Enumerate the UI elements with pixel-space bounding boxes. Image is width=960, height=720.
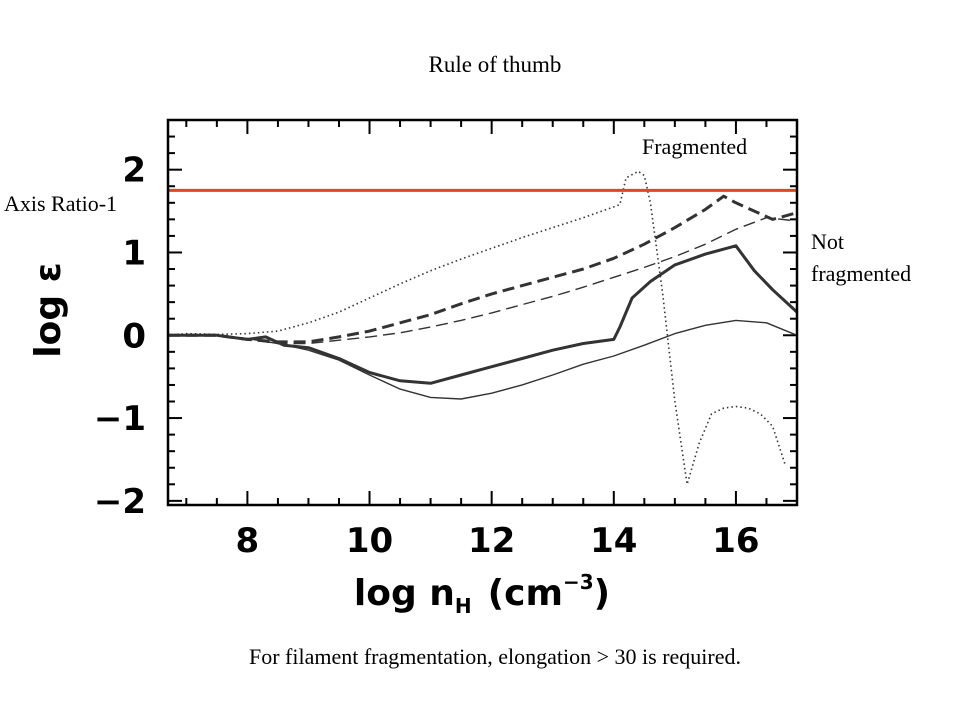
x-axis-label-exp: −3 [563,570,594,594]
series-line-dashed-thick [168,194,798,344]
caption: For filament fragmentation, elongation >… [248,644,741,669]
annotation-not-fragmented: Not fragmented [811,226,911,290]
annotation-not-fragmented-line2: fragmented [811,261,912,286]
series-line-dashed-thin [168,217,798,345]
annotation-fragmented: Fragmented [642,134,748,159]
x-axis-label-sub: H [455,594,472,618]
x-tick-label: 16 [712,521,759,561]
annotation-not-fragmented-line1: Not [811,229,844,254]
x-axis-label: log nH (cm−3) [354,570,610,618]
x-tick-label: 10 [346,521,393,561]
x-tick-label: 8 [236,521,260,561]
y-tick-label: −2 [94,482,146,522]
x-axis-label-unit: (cm [488,573,563,614]
x-axis-label-close: ) [594,573,610,614]
y-tick-label: 1 [122,233,146,273]
annotation-axis-ratio: Axis Ratio-1 [4,191,118,216]
y-tick-label: 2 [122,151,146,191]
y-tick-label: 0 [122,316,146,356]
slide-title: Rule of thumb [428,52,562,77]
series-group [167,170,799,486]
x-tick-label: 14 [590,521,637,561]
axis-ticks [168,119,798,505]
y-axis-label: log ε [28,262,69,357]
plot-frame [166,118,799,507]
series-line-solid-thin [168,319,798,400]
y-tick-label: −1 [94,399,146,439]
x-axis-label-main: log n [354,573,455,614]
x-tick-label: 12 [468,521,515,561]
